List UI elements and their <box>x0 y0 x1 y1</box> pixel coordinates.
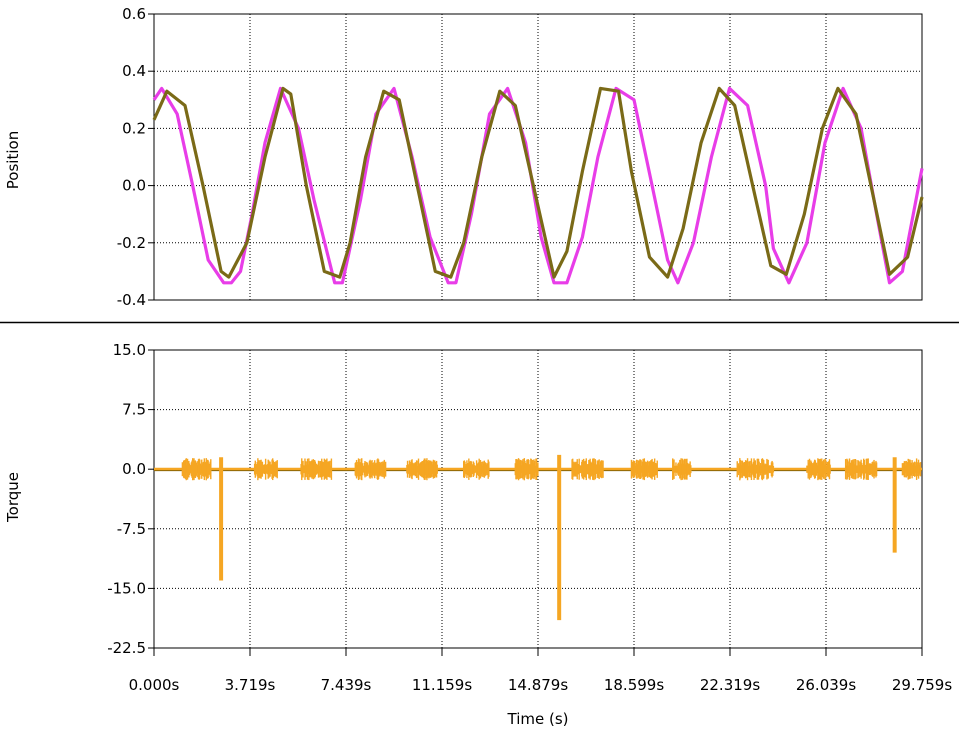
y-tick-label: 0.0 <box>122 177 146 195</box>
y-tick-label: -0.4 <box>117 291 146 309</box>
y-tick-label: 0.6 <box>122 5 146 23</box>
x-axis-title: Time (s) <box>507 710 569 728</box>
torque-panel: 15.0 7.5 0.0 -7.5 -15.0 -22.5 Torque 0.000s 3.71… <box>4 341 952 728</box>
plot-area-border <box>153 349 923 649</box>
y-tick-label: 0.2 <box>122 119 146 137</box>
x-tick-label: 7.439s <box>321 676 372 694</box>
y-tick-label: 0.0 <box>122 460 146 478</box>
x-tick-label: 22.319s <box>700 676 760 694</box>
y-tick-label: -7.5 <box>117 520 146 538</box>
x-tick-label: 18.599s <box>604 676 664 694</box>
position-panel: 0.6 0.4 0.2 0.0 -0.2 -0.4 Position <box>4 5 924 309</box>
y-axis-title: Position <box>4 131 22 189</box>
position-series-2-line <box>152 86 924 279</box>
y-tick-label: 15.0 <box>113 341 146 359</box>
x-tick-label: 26.039s <box>796 676 856 694</box>
y-tick-label: -0.2 <box>117 234 146 252</box>
y-tick-label: 0.4 <box>122 62 146 80</box>
x-tick-label: 29.759s <box>892 676 952 694</box>
x-tick-label: 11.159s <box>412 676 472 694</box>
y-axis-title: Torque <box>4 472 22 523</box>
y-tick-label: -22.5 <box>107 639 146 657</box>
y-tick-label: 7.5 <box>122 401 146 419</box>
x-tick-label: 0.000s <box>129 676 180 694</box>
x-tick-label: 14.879s <box>508 676 568 694</box>
y-tick-label: -15.0 <box>107 579 146 597</box>
x-tick-label: 3.719s <box>225 676 276 694</box>
